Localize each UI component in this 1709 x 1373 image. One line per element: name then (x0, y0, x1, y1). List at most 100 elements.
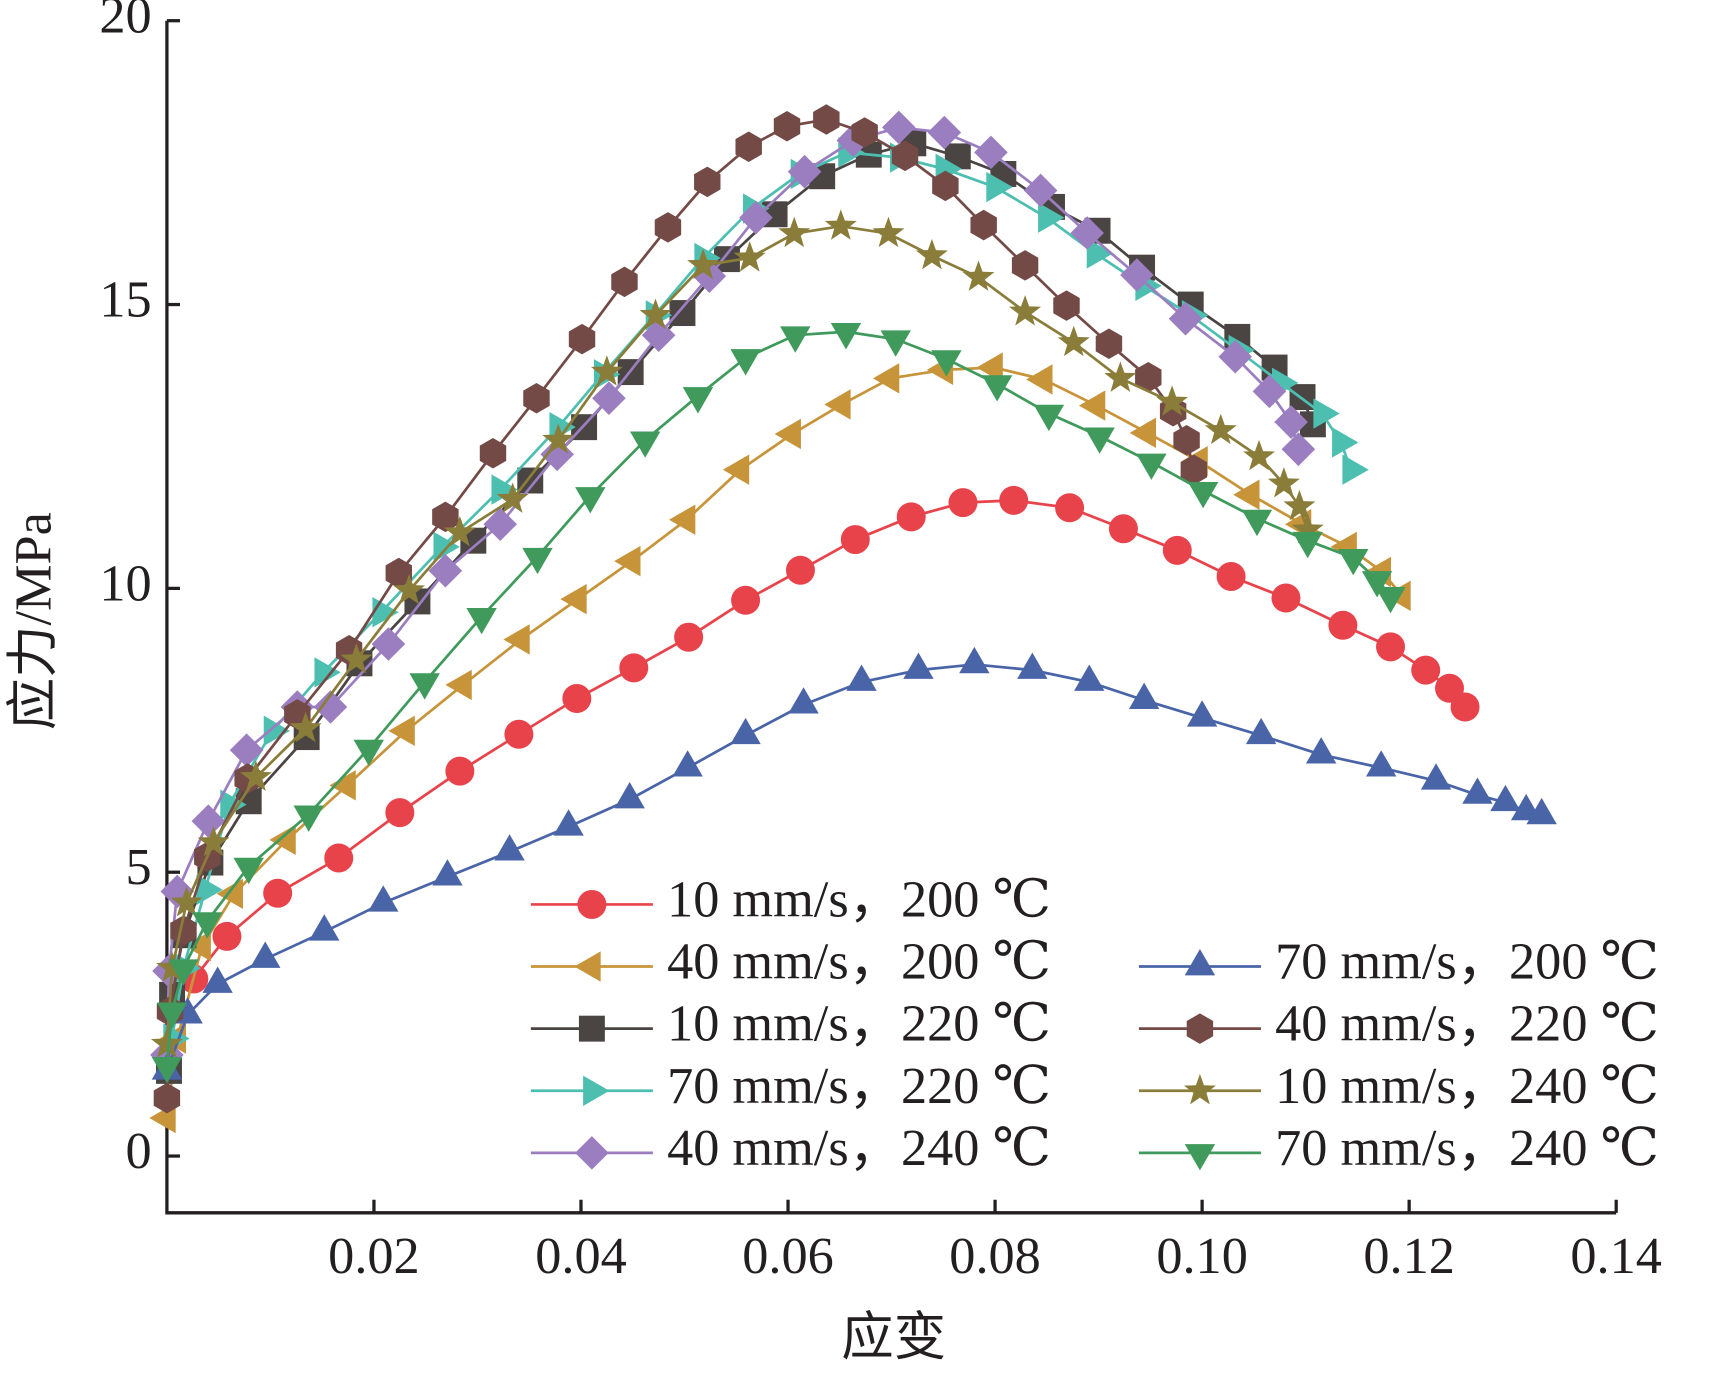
data-point (682, 387, 714, 414)
data-point (619, 653, 649, 683)
data-point (483, 507, 518, 542)
data-point (491, 474, 518, 505)
data-point (1128, 682, 1160, 709)
data-point (824, 389, 851, 420)
data-point (443, 515, 476, 547)
data-point (614, 782, 645, 809)
data-point (168, 959, 199, 986)
series-line (167, 141, 1315, 1071)
data-point (1283, 489, 1316, 521)
data-point (1245, 717, 1277, 745)
data-point (962, 260, 995, 291)
x-tick-label: 0.06 (742, 1227, 834, 1285)
data-point (1173, 424, 1200, 456)
data-point (931, 350, 962, 377)
data-point (1376, 632, 1406, 662)
data-point (730, 717, 761, 745)
data-point (787, 154, 822, 189)
data-point (1011, 250, 1039, 281)
data-point (1462, 777, 1493, 804)
data-point (1450, 692, 1480, 722)
data-point (184, 930, 211, 962)
data-point (1281, 432, 1316, 467)
data-point (1291, 513, 1324, 544)
data-point (196, 874, 223, 906)
data-point (590, 355, 623, 386)
data-point (156, 951, 189, 982)
x-tick-label: 0.10 (1156, 1227, 1248, 1285)
series-line (165, 330, 1392, 1066)
data-point (479, 438, 507, 469)
data-point (560, 583, 587, 615)
data-point (170, 886, 203, 917)
data-point (1313, 398, 1340, 429)
data-point (735, 131, 762, 162)
data-point (314, 657, 341, 688)
data-point (466, 607, 497, 635)
data-point (669, 504, 696, 535)
data-point (371, 627, 406, 661)
legend-marker (1184, 1144, 1216, 1171)
data-point (263, 715, 291, 747)
series-line (165, 663, 1542, 1072)
data-point (1526, 797, 1557, 825)
data-point (592, 381, 626, 415)
data-point (970, 209, 997, 241)
data-point (1366, 750, 1397, 777)
data-point (639, 298, 672, 329)
data-point (948, 488, 978, 518)
data-point (1120, 258, 1154, 292)
data-point (153, 1082, 181, 1114)
data-point (614, 545, 641, 577)
data-point (611, 266, 638, 298)
x-axis-label: 应变 (841, 1308, 946, 1366)
data-point (1274, 405, 1308, 439)
data-point (150, 1027, 183, 1058)
data-point (368, 885, 399, 912)
data-point (981, 375, 1013, 402)
data-point (1186, 700, 1218, 727)
data-point (562, 684, 592, 713)
data-point (654, 212, 682, 243)
data-point (1078, 390, 1106, 421)
data-point (1241, 509, 1273, 537)
data-point (1129, 417, 1157, 449)
data-point (778, 216, 811, 248)
legend-label: 40 mm/s，200 ℃ (667, 933, 1051, 991)
data-point (1057, 325, 1090, 357)
legend-marker (1184, 949, 1216, 976)
data-point (170, 915, 197, 946)
data-point (293, 805, 324, 832)
data-point (1332, 427, 1359, 458)
data-point (324, 843, 354, 873)
data-point (641, 318, 676, 352)
data-point (1361, 571, 1393, 598)
data-point (1490, 784, 1521, 812)
data-point (773, 111, 801, 142)
data-point (733, 241, 766, 272)
legend-label: 10 mm/s，200 ℃ (667, 870, 1051, 928)
data-point (151, 1057, 183, 1084)
data-point (813, 104, 840, 135)
data-point (1420, 763, 1452, 790)
legend-label: 70 mm/s，220 ℃ (667, 1057, 1051, 1115)
data-point (202, 966, 233, 993)
data-point (1104, 361, 1137, 392)
data-point (432, 859, 463, 886)
x-tick-label: 0.14 (1570, 1227, 1662, 1285)
data-point (542, 423, 575, 454)
data-point (959, 646, 990, 674)
data-point (216, 878, 243, 909)
data-point (263, 878, 293, 908)
y-tick-label: 10 (99, 554, 151, 612)
data-point (504, 719, 534, 749)
data-point (851, 117, 878, 148)
data-point (340, 643, 373, 674)
data-point (739, 200, 773, 235)
data-point (197, 825, 230, 857)
data-point (233, 857, 264, 885)
data-point (212, 921, 242, 951)
data-point (882, 110, 916, 145)
x-tick-label: 0.02 (328, 1227, 420, 1285)
